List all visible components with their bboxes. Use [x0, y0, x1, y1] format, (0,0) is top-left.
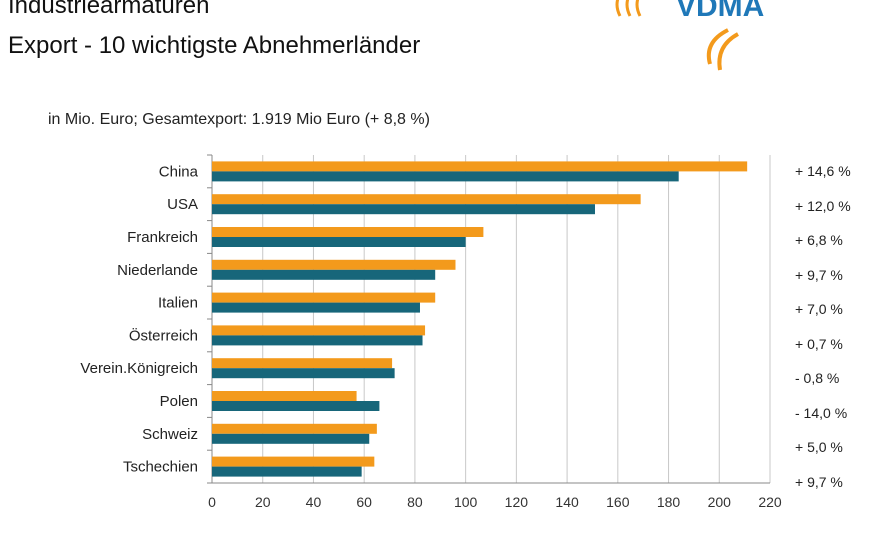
category-label: Italien [158, 295, 198, 312]
change-label: - 0,8 % [795, 370, 840, 386]
title-line-1: Industriearmaturen [8, 0, 210, 19]
x-tick-label: 0 [208, 494, 216, 510]
vdma-logo: VDMA [615, 0, 764, 71]
x-tick-label: 20 [255, 494, 271, 510]
bar [212, 456, 375, 467]
change-label: + 14,6 % [795, 163, 851, 179]
x-tick-label: 80 [407, 494, 423, 510]
bar [212, 292, 436, 303]
x-tick-label: 220 [758, 494, 782, 510]
bar [212, 227, 484, 237]
x-tick-label: 160 [606, 494, 630, 510]
category-label: Niederlande [117, 262, 198, 279]
bar [212, 302, 420, 313]
category-label: USA [167, 196, 198, 213]
category-label: Verein.Königreich [80, 360, 198, 377]
bar [212, 358, 393, 369]
bar [212, 171, 679, 182]
x-tick-label: 200 [708, 494, 732, 510]
x-tick-label: 140 [555, 494, 579, 510]
category-label: Polen [160, 393, 198, 410]
x-tick-label: 100 [454, 494, 478, 510]
category-label: Schweiz [142, 426, 198, 443]
category-label: Frankreich [127, 229, 198, 246]
category-label: Tschechien [123, 459, 198, 476]
bar [212, 368, 395, 379]
title-line-2: Export - 10 wichtigste Abnehmerländer [8, 32, 421, 59]
x-tick-label: 120 [505, 494, 529, 510]
category-label: China [159, 163, 199, 180]
change-label: + 12,0 % [795, 197, 851, 214]
bar [212, 194, 641, 205]
x-tick-label: 60 [356, 494, 372, 510]
change-label: + 7,0 % [795, 301, 843, 317]
change-label: + 6,8 % [795, 232, 843, 248]
change-label: + 0,7 % [795, 335, 843, 352]
change-label: + 5,0 % [795, 439, 843, 455]
x-tick-label: 180 [657, 494, 681, 510]
bar [212, 391, 357, 401]
bar [212, 161, 748, 172]
x-tick-label: 40 [306, 494, 322, 510]
change-label: + 9,7 % [795, 266, 843, 283]
bar [212, 259, 456, 270]
chart-subtitle: in Mio. Euro; Gesamtexport: 1.919 Mio Eu… [48, 111, 430, 128]
bar [212, 335, 423, 346]
bar [212, 237, 466, 247]
bar [212, 325, 426, 336]
bar [212, 433, 370, 444]
bar [212, 204, 595, 215]
category-label: Österreich [129, 326, 198, 344]
bar [212, 269, 436, 280]
change-label: + 9,7 % [795, 473, 843, 490]
bar [212, 401, 380, 411]
change-label: - 14,0 % [795, 404, 848, 421]
bar [212, 466, 362, 477]
bar [212, 423, 377, 434]
logo-text: VDMA [676, 0, 764, 23]
